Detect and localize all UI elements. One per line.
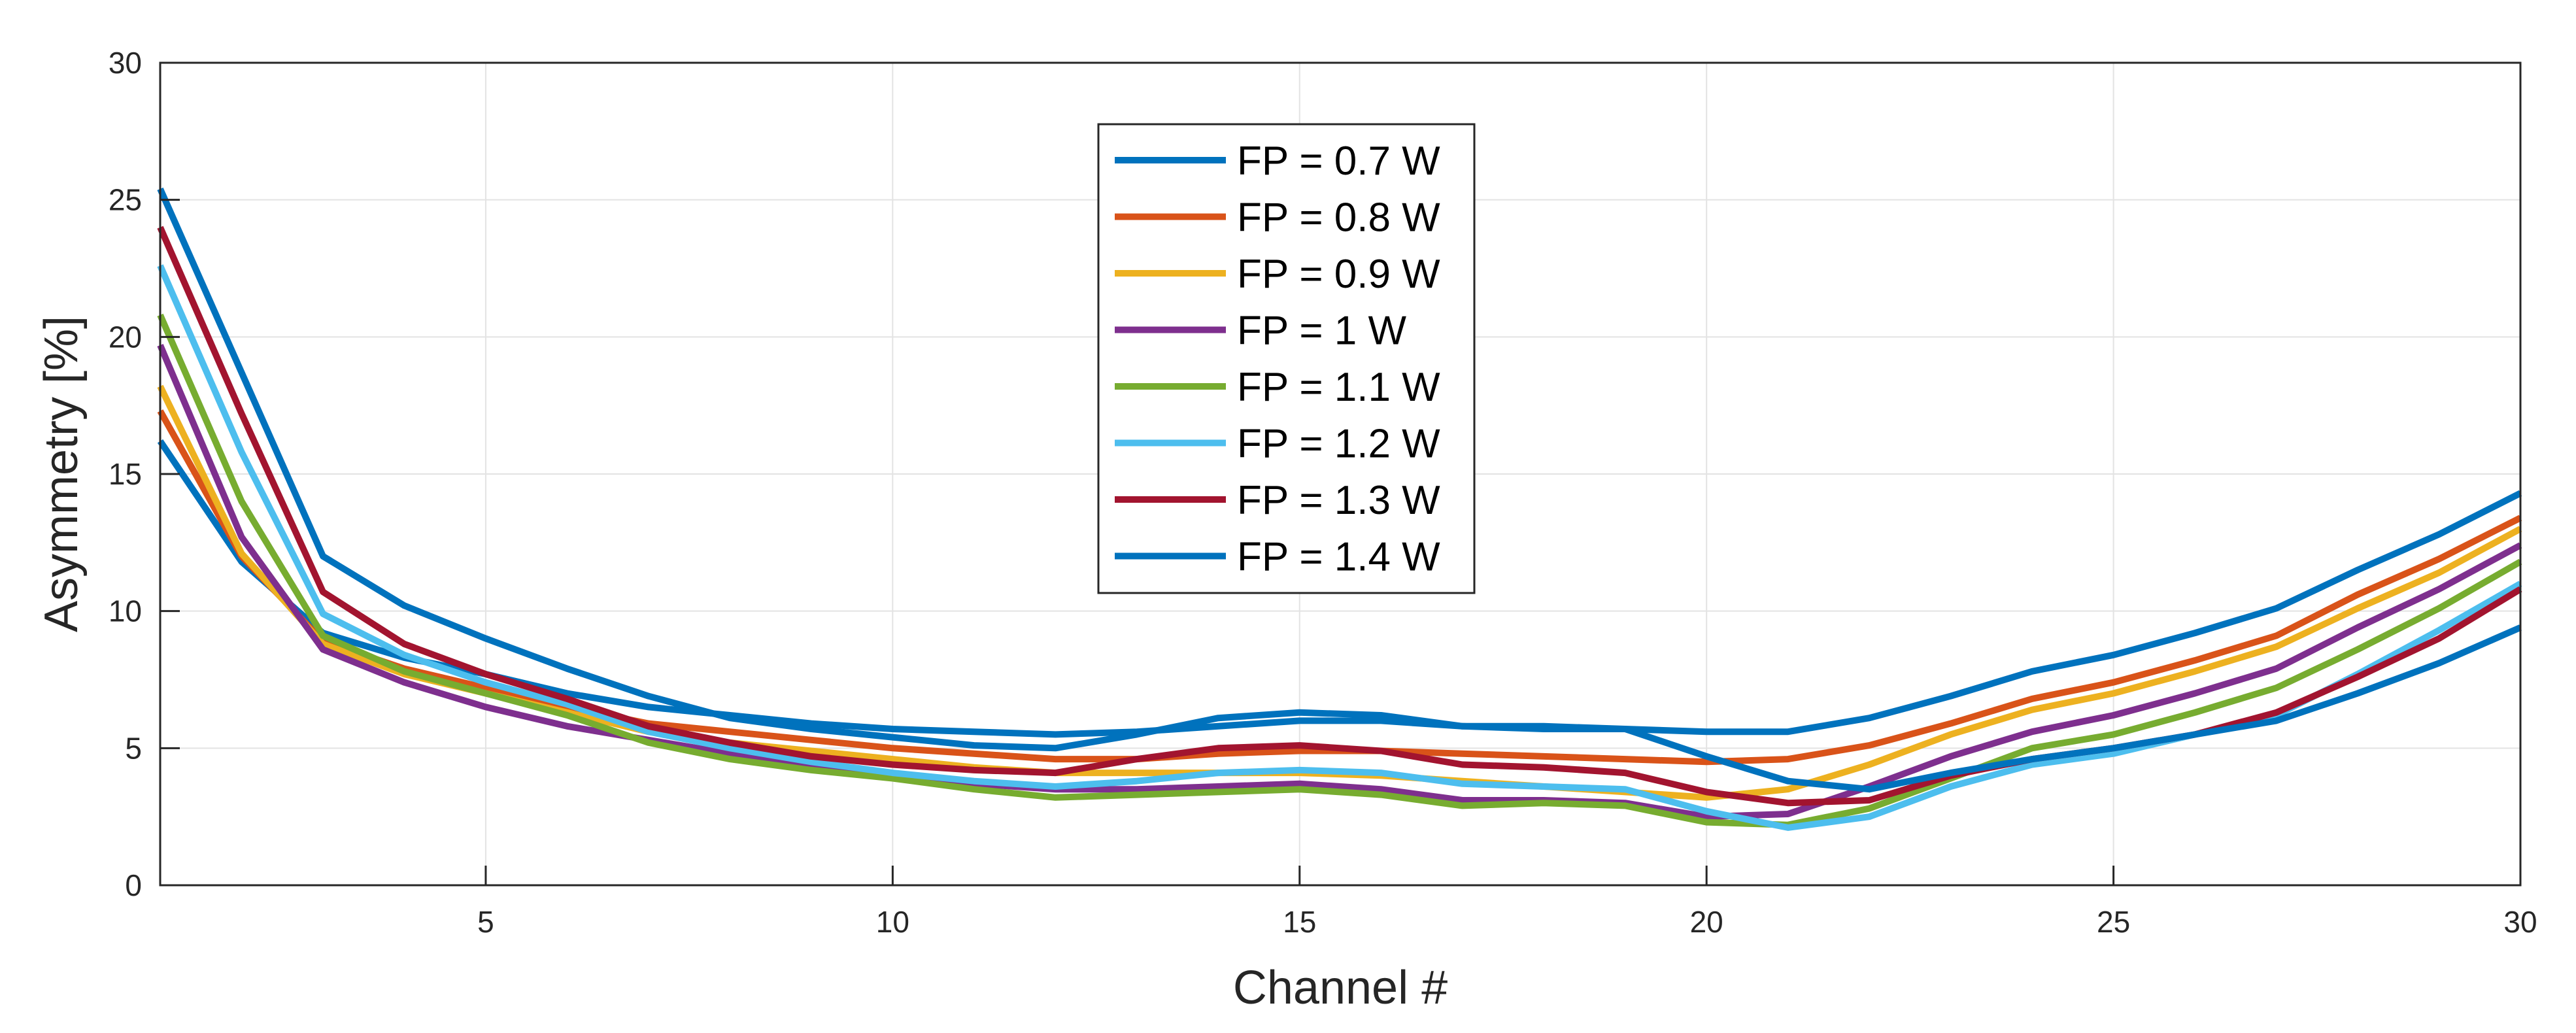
legend-label-7: FP = 1.3 W bbox=[1237, 478, 1440, 523]
legend-label-2: FP = 0.8 W bbox=[1237, 195, 1440, 241]
y-axis-title: Asymmetry [%] bbox=[35, 316, 88, 632]
legend-label-8: FP = 1.4 W bbox=[1237, 535, 1440, 580]
legend: FP = 0.7 W FP = 0.8 W FP = 0.9 W FP = 1 W FP… bbox=[1097, 123, 1476, 594]
y-tick-label: 10 bbox=[109, 594, 142, 628]
x-tick-label: 25 bbox=[2097, 905, 2130, 939]
x-axis-title: Channel # bbox=[1233, 962, 1448, 1014]
series-line-5 bbox=[157, 313, 2522, 828]
y-tick-label: 25 bbox=[109, 183, 142, 217]
x-tick-label: 10 bbox=[876, 905, 909, 939]
x-tick-label: 5 bbox=[477, 905, 494, 939]
legend-label-3: FP = 0.9 W bbox=[1237, 252, 1440, 297]
axis-ticks: 5 10 15 20 25 30 0 5 10 15 20 25 30 bbox=[109, 46, 2537, 939]
series-line-1 bbox=[157, 439, 2522, 738]
y-tick-label: 30 bbox=[109, 46, 142, 80]
y-tick-label: 20 bbox=[109, 320, 142, 354]
x-tick-label: 20 bbox=[1690, 905, 1723, 939]
legend-label-5: FP = 1.1 W bbox=[1237, 365, 1440, 410]
x-tick-label: 15 bbox=[1283, 905, 1316, 939]
series-line-4 bbox=[157, 343, 2522, 821]
legend-label-1: FP = 0.7 W bbox=[1237, 139, 1440, 184]
y-tick-label: 15 bbox=[109, 457, 142, 491]
series-line-8 bbox=[157, 187, 2522, 793]
legend-label-4: FP = 1 W bbox=[1237, 309, 1406, 354]
series-lines bbox=[157, 187, 2522, 831]
y-tick-label: 0 bbox=[125, 868, 142, 902]
legend-box bbox=[1097, 123, 1476, 594]
series-line-6 bbox=[157, 264, 2522, 831]
legend-label-6: FP = 1.2 W bbox=[1237, 422, 1440, 467]
x-tick-label: 30 bbox=[2503, 905, 2537, 939]
y-tick-label: 5 bbox=[125, 731, 142, 765]
